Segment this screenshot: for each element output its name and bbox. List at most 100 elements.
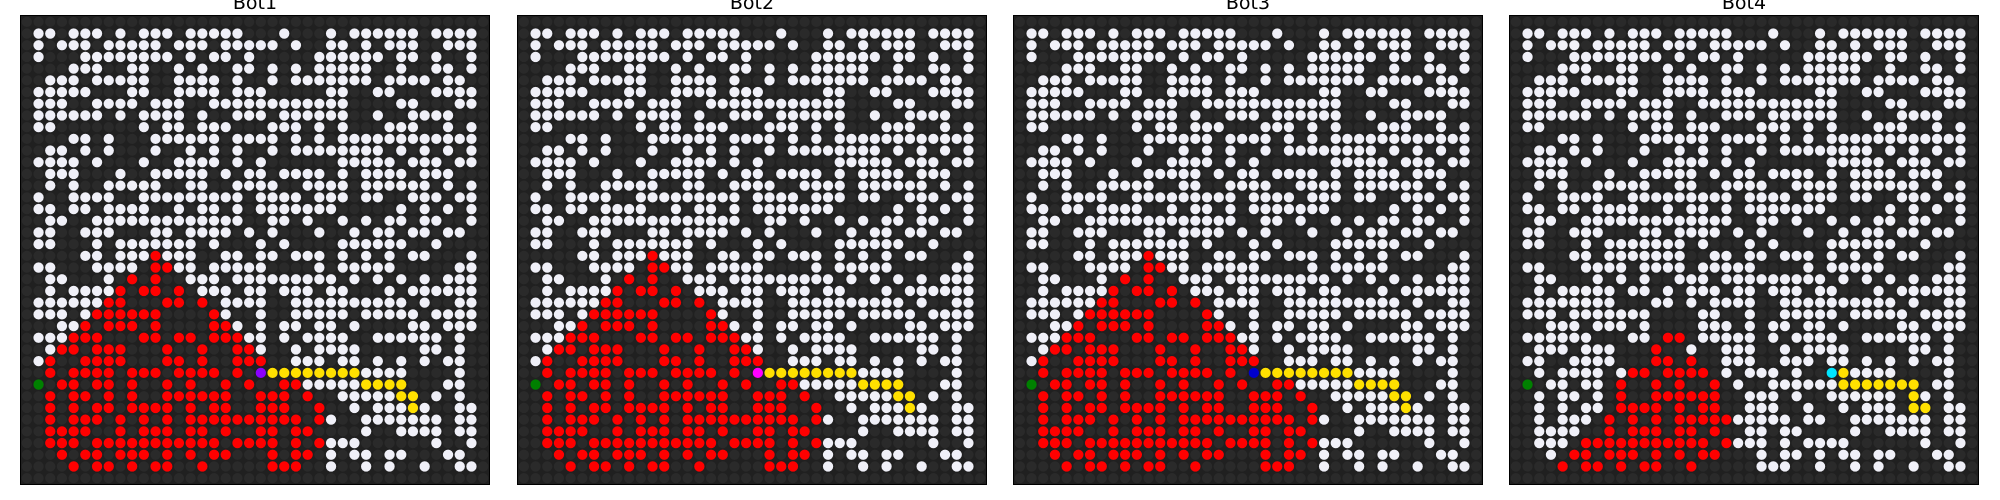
wall-cell — [80, 122, 91, 133]
explored-cell — [56, 344, 68, 355]
open-cell — [1120, 239, 1131, 250]
wall-cell — [1424, 402, 1435, 414]
open-cell — [325, 28, 337, 39]
open-cell — [1143, 215, 1154, 226]
wall-cell — [279, 227, 290, 238]
wall-cell — [1307, 16, 1318, 27]
wall-cell — [1920, 40, 1931, 51]
wall-cell — [1697, 63, 1709, 74]
wall-cell — [1400, 63, 1412, 74]
explored-cell — [279, 461, 290, 472]
wall-cell — [1377, 437, 1388, 449]
open-cell — [1354, 133, 1365, 144]
open-cell — [1447, 356, 1458, 367]
open-cell — [822, 40, 834, 51]
open-cell — [705, 227, 717, 238]
wall-cell — [776, 309, 787, 320]
open-cell — [407, 180, 419, 191]
open-cell — [647, 227, 658, 238]
wall-cell — [255, 227, 266, 238]
wall-cell — [729, 168, 740, 180]
open-cell — [1049, 297, 1061, 308]
wall-cell — [705, 426, 717, 437]
wall-cell — [1295, 63, 1306, 74]
open-cell — [1330, 86, 1341, 98]
wall-cell — [729, 16, 740, 27]
wall-cell — [1318, 250, 1330, 261]
open-cell — [384, 157, 395, 168]
wall-cell — [279, 40, 290, 51]
explored-cell — [138, 285, 149, 297]
open-cell — [530, 51, 541, 63]
open-cell — [1412, 414, 1423, 425]
wall-cell — [21, 215, 32, 226]
path-cell — [267, 367, 278, 378]
wall-cell — [975, 437, 986, 449]
wall-cell — [542, 473, 553, 484]
open-cell — [1709, 51, 1720, 63]
open-cell — [682, 51, 693, 63]
wall-cell — [1120, 344, 1131, 355]
wall-cell — [1447, 437, 1458, 449]
open-cell — [372, 86, 383, 98]
wall-cell — [939, 461, 951, 472]
explored-cell — [752, 414, 763, 425]
wall-cell — [21, 51, 32, 63]
wall-cell — [1447, 168, 1458, 180]
wall-cell — [518, 356, 529, 367]
open-cell — [542, 332, 553, 343]
explored-cell — [1084, 309, 1096, 320]
wall-cell — [1435, 391, 1447, 402]
wall-cell — [478, 320, 489, 332]
open-cell — [834, 51, 845, 63]
open-cell — [904, 98, 916, 109]
open-cell — [442, 449, 454, 460]
open-cell — [115, 110, 126, 121]
open-cell — [1201, 122, 1213, 133]
wall-cell — [881, 320, 892, 332]
open-cell — [1377, 168, 1388, 180]
open-cell — [542, 309, 553, 320]
wall-cell — [1272, 437, 1283, 449]
wall-cell — [232, 285, 243, 297]
wall-cell — [302, 133, 313, 144]
open-cell — [220, 309, 231, 320]
wall-cell — [670, 414, 682, 425]
open-cell — [325, 285, 337, 297]
open-cell — [244, 285, 255, 297]
open-cell — [1779, 40, 1791, 51]
open-cell — [904, 250, 916, 261]
wall-cell — [1014, 274, 1025, 285]
open-cell — [1038, 75, 1049, 86]
wall-cell — [431, 227, 442, 238]
open-cell — [776, 215, 787, 226]
explored-cell — [799, 426, 810, 437]
open-cell — [542, 145, 553, 156]
wall-cell — [577, 262, 588, 273]
open-cell — [1435, 28, 1447, 39]
wall-cell — [1920, 16, 1931, 27]
wall-cell — [419, 262, 430, 273]
open-cell — [173, 262, 185, 273]
explored-cell — [694, 414, 705, 425]
wall-cell — [1389, 320, 1400, 332]
open-cell — [1026, 86, 1037, 98]
open-cell — [1389, 309, 1400, 320]
explored-cell — [1283, 461, 1295, 472]
open-cell — [1155, 51, 1166, 63]
wall-cell — [267, 86, 278, 98]
open-cell — [822, 437, 834, 449]
open-cell — [553, 75, 565, 86]
open-cell — [1201, 51, 1213, 63]
wall-cell — [1424, 16, 1435, 27]
wall-cell — [1435, 402, 1447, 414]
wall-cell — [21, 356, 32, 367]
wall-cell — [975, 180, 986, 191]
wall-cell — [1365, 75, 1376, 86]
open-cell — [565, 297, 576, 308]
wall-cell — [717, 367, 728, 378]
wall-cell — [1272, 51, 1283, 63]
wall-cell — [1049, 414, 1061, 425]
open-cell — [1943, 28, 1954, 39]
open-cell — [1400, 157, 1412, 168]
